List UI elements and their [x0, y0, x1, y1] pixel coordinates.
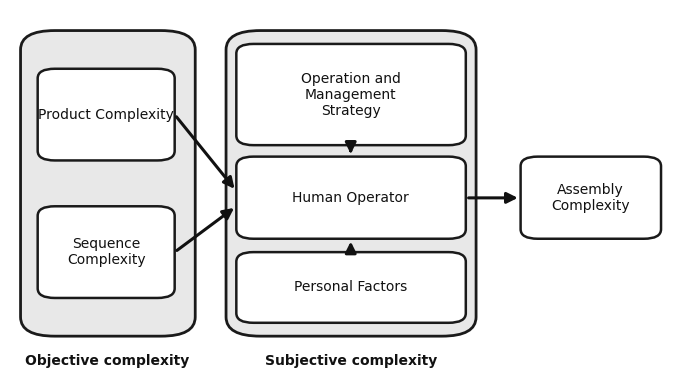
FancyArrowPatch shape: [347, 142, 355, 151]
Text: Objective complexity: Objective complexity: [25, 354, 190, 368]
FancyBboxPatch shape: [521, 157, 661, 239]
FancyBboxPatch shape: [226, 31, 476, 336]
Text: Sequence
Complexity: Sequence Complexity: [67, 237, 145, 267]
FancyArrowPatch shape: [177, 117, 232, 186]
FancyBboxPatch shape: [236, 157, 466, 239]
FancyArrowPatch shape: [177, 210, 232, 251]
FancyBboxPatch shape: [38, 69, 175, 160]
Text: Subjective complexity: Subjective complexity: [264, 354, 437, 368]
Text: Personal Factors: Personal Factors: [294, 280, 408, 294]
FancyBboxPatch shape: [38, 206, 175, 298]
FancyArrowPatch shape: [347, 245, 355, 254]
FancyBboxPatch shape: [236, 44, 466, 145]
FancyArrowPatch shape: [469, 193, 514, 202]
Text: Assembly
Complexity: Assembly Complexity: [551, 183, 630, 213]
FancyBboxPatch shape: [21, 31, 195, 336]
Text: Product Complexity: Product Complexity: [38, 108, 174, 121]
Text: Operation and
Management
Strategy: Operation and Management Strategy: [301, 71, 401, 118]
FancyBboxPatch shape: [236, 252, 466, 323]
Text: Human Operator: Human Operator: [292, 191, 409, 205]
